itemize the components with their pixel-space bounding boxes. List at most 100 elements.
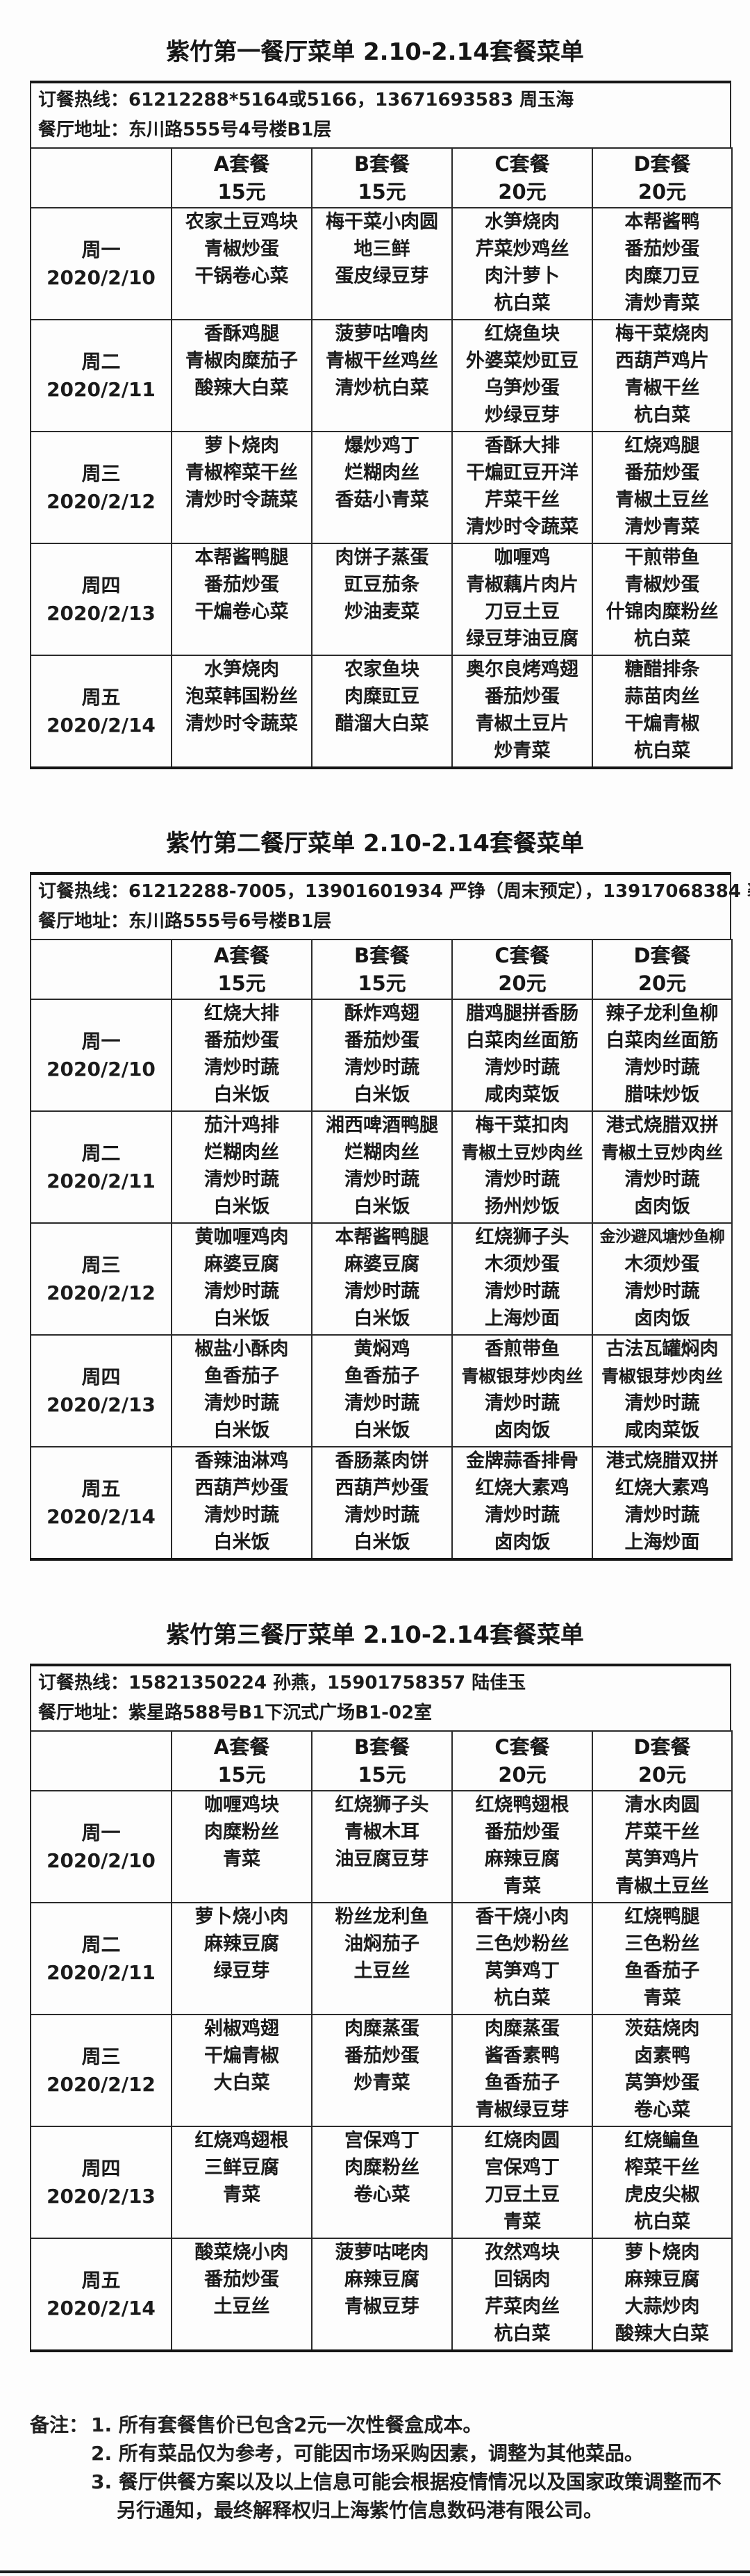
dish-item: 清炒时蔬 <box>344 1504 419 1526</box>
dish-item: 菠萝咕咾肉 <box>335 2242 429 2263</box>
set-menu-cell: 肉饼子蒸蛋 豇豆茄条 炒油麦菜 <box>311 543 453 656</box>
dish-item: 宫保鸡丁 <box>485 2157 560 2179</box>
day-row: 周二 2020/2/11 萝卜烧小肉 麻辣豆腐 绿豆芽 粉丝龙利鱼 油焖茄子 土豆丝 香干烧小肉… <box>30 1902 733 2015</box>
day-date: 2020/2/14 <box>47 2296 156 2320</box>
dish-item: 清水肉圆 <box>624 1794 700 1816</box>
dish-item: 宫保鸡丁 <box>344 2130 419 2151</box>
dish-item: 青椒肉糜茄子 <box>185 350 298 372</box>
set-menu-cell: 香干烧小肉 三色炒粉丝 莴笋鸡丁 杭白菜 <box>451 1902 593 2015</box>
day-name: 周四 <box>81 573 121 597</box>
dish-item: 肉糜粉丝 <box>204 1821 279 1843</box>
set-menu-cell: 黄咖喱鸡肉 麻婆豆腐 清炒时蔬 白米饭 <box>171 1222 312 1336</box>
dish-item: 水笋烧肉 <box>485 211 560 233</box>
day-row: 周四 2020/2/13 本帮酱鸭腿 番茄炒蛋 干煸卷心菜 肉饼子蒸蛋 豇豆茄条 炒油麦菜 咖喱… <box>30 543 733 656</box>
dish-item: 清炒时蔬 <box>344 1281 419 1302</box>
dish-item: 三鲜豆腐 <box>204 2157 279 2179</box>
dish-item: 肉糜刀豆 <box>624 265 700 287</box>
set-price: 20元 <box>498 1763 547 1787</box>
set-menu-cell: 香酥大排 干煸豇豆开洋 芹菜干丝 清炒时令蔬菜 <box>451 431 593 544</box>
dish-item: 西葫芦炒蛋 <box>194 1477 289 1499</box>
dish-item: 绿豆芽油豆腐 <box>466 628 578 650</box>
dish-item: 什锦肉糜粉丝 <box>606 601 719 623</box>
set-header-row: A套餐 15元 B套餐 15元 C套餐 20元 D套餐 20元 <box>30 1730 733 1791</box>
dish-item: 芹菜肉丝 <box>485 2296 560 2317</box>
day-row: 周一 2020/2/10 咖喱鸡块 肉糜粉丝 青菜 红烧狮子头 青椒木耳 油豆腐豆芽 红烧鸭翅根… <box>30 1790 733 1903</box>
day-name: 周二 <box>81 1141 121 1165</box>
dish-item: 咖喱鸡块 <box>204 1794 279 1816</box>
dish-item: 红烧鳊鱼 <box>624 2130 700 2151</box>
day-row: 周三 2020/2/12 剁椒鸡翅 干煸青椒 大白菜 肉糜蒸蛋 番茄炒蛋 炒青菜 肉糜蒸蛋 酱香素… <box>30 2014 733 2127</box>
dish-item: 肉饼子蒸蛋 <box>335 547 429 568</box>
dish-item: 咸肉菜饭 <box>624 1420 700 1441</box>
dish-item: 油豆腐豆芽 <box>335 1848 429 1870</box>
dish-item: 香干烧小肉 <box>475 1906 569 1928</box>
day-date: 2020/2/11 <box>47 1960 156 1984</box>
dish-item: 刀豆土豆 <box>485 601 560 623</box>
set-menu-cell: 红烧鸭翅根 番茄炒蛋 麻辣豆腐 青菜 <box>451 1790 593 1903</box>
day-cell: 周五 2020/2/14 <box>30 655 172 769</box>
set-price: 15元 <box>217 180 266 204</box>
dish-item: 青椒银芽炒肉丝 <box>461 1366 583 1386</box>
dish-item: 梅干菜烧肉 <box>615 323 709 345</box>
dish-item: 青椒土豆丝 <box>615 489 709 511</box>
set-header-cell: D套餐 20元 <box>592 1730 733 1791</box>
day-date: 2020/2/12 <box>47 489 156 513</box>
dish-item: 清炒时令蔬菜 <box>466 516 578 538</box>
set-menu-cell: 金沙避风塘炒鱼柳 木须炒蛋 清炒时蔬 卤肉饭 <box>592 1222 733 1336</box>
dish-item: 干煸卷心菜 <box>194 601 289 623</box>
dish-item: 番茄炒蛋 <box>204 1030 279 1051</box>
set-name: D套餐 <box>633 1735 691 1759</box>
set-name: C套餐 <box>494 944 550 967</box>
dish-item: 金牌蒜香排骨 <box>466 1450 578 1472</box>
set-name: A套餐 <box>213 1735 270 1759</box>
set-name: B套餐 <box>353 944 410 967</box>
set-menu-cell: 港式烧腊双拼 红烧大素鸡 清炒时蔬 上海炒面 <box>592 1446 733 1560</box>
dish-item: 港式烧腊双拼 <box>606 1115 719 1136</box>
day-name: 周五 <box>81 1477 121 1500</box>
set-menu-cell: 梅干菜烧肉 西葫芦鸡片 青椒干丝 杭白菜 <box>592 319 733 432</box>
dish-item: 蒜苗肉丝 <box>624 686 700 707</box>
day-date: 2020/2/12 <box>47 2072 156 2096</box>
set-menu-cell: 金牌蒜香排骨 红烧大素鸡 清炒时蔬 卤肉饭 <box>451 1446 593 1560</box>
dish-item: 西葫芦炒蛋 <box>335 1477 429 1499</box>
dish-item: 炒青菜 <box>353 2072 410 2094</box>
menus-container: 紫竹第一餐厅菜单 2.10-2.14套餐菜单 订餐热线：61212288*5164… <box>0 36 750 2352</box>
dish-item: 白米饭 <box>213 1196 270 1217</box>
dish-item: 鱼香茄子 <box>624 1960 700 1982</box>
dish-item: 番茄炒蛋 <box>624 238 700 260</box>
set-menu-cell: 爆炒鸡丁 烂糊肉丝 香菇小青菜 <box>311 431 453 544</box>
dish-item: 香肠蒸肉饼 <box>335 1450 429 1472</box>
dish-item: 肉糜豇豆 <box>344 686 419 707</box>
set-price: 20元 <box>638 180 687 204</box>
dish-item: 青椒榨菜干丝 <box>185 462 298 484</box>
dish-item: 清炒时蔬 <box>485 1393 560 1414</box>
set-menu-cell: 辣子龙利鱼柳 白菜肉丝面筋 清炒时蔬 腊味炒饭 <box>592 999 733 1112</box>
set-menu-cell: 菠萝咕咾肉 麻辣豆腐 青椒豆芽 <box>311 2238 453 2352</box>
set-menu-cell: 香酥鸡腿 青椒肉糜茄子 酸辣大白菜 <box>171 319 312 432</box>
set-price: 15元 <box>217 1763 266 1787</box>
set-header-cell: A套餐 15元 <box>171 939 312 1000</box>
set-menu-cell: 香煎带鱼 青椒银芽炒肉丝 清炒时蔬 卤肉饭 <box>451 1334 593 1447</box>
menu-sheet: 订餐热线：15821350224 孙燕，15901758357 陆佳玉 餐厅地址：… <box>30 1664 733 2352</box>
dish-item: 乌笋炒蛋 <box>485 377 560 399</box>
day-name: 周二 <box>81 1933 121 1956</box>
set-menu-cell: 红烧鸡腿 番茄炒蛋 青椒土豆丝 清炒青菜 <box>592 431 733 544</box>
dish-item: 三色炒粉丝 <box>475 1933 569 1955</box>
day-row: 周五 2020/2/14 香辣油淋鸡 西葫芦炒蛋 清炒时蔬 白米饭 香肠蒸肉饼 西葫芦炒蛋 清炒… <box>30 1446 733 1560</box>
dish-item: 青椒土豆炒肉丝 <box>601 1142 723 1163</box>
restaurant-menu-3: 紫竹第三餐厅菜单 2.10-2.14套餐菜单 订餐热线：15821350224 孙… <box>0 1619 750 2352</box>
dish-item: 麻婆豆腐 <box>344 1254 419 1275</box>
day-date: 2020/2/10 <box>47 265 156 289</box>
set-menu-cell: 梅干菜小肉圆 地三鲜 蛋皮绿豆芽 <box>311 207 453 320</box>
dish-item: 红烧鸡翅根 <box>194 2130 289 2151</box>
dish-item: 腊鸡腿拼香肠 <box>466 1003 578 1024</box>
day-name: 周五 <box>81 685 121 709</box>
day-date: 2020/2/14 <box>47 1504 156 1528</box>
dish-item: 萝卜烧肉 <box>204 435 279 457</box>
set-menu-cell: 萝卜烧肉 麻辣豆腐 大蒜炒肉 酸辣大白菜 <box>592 2238 733 2352</box>
dish-item: 豇豆茄条 <box>344 574 419 596</box>
dish-item: 清炒时蔬 <box>624 1057 700 1078</box>
set-menu-cell: 港式烧腊双拼 青椒土豆炒肉丝 清炒时蔬 卤肉饭 <box>592 1110 733 1224</box>
set-menu-cell: 腊鸡腿拼香肠 白菜肉丝面筋 清炒时蔬 咸肉菜饭 <box>451 999 593 1112</box>
dish-item: 木须炒蛋 <box>624 1254 700 1275</box>
